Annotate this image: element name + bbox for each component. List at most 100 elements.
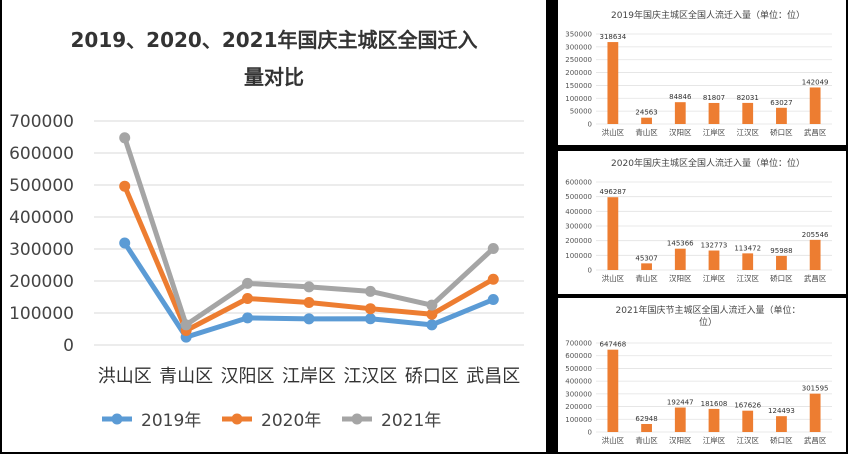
- x-tick-label: 江汉区: [736, 436, 759, 445]
- x-tick-label: 洪山区: [98, 366, 152, 387]
- bar: [607, 197, 619, 270]
- y-tick-label: 600000: [565, 179, 592, 187]
- y-tick-label: 500000: [565, 365, 592, 373]
- x-tick-label: 青山区: [635, 273, 658, 283]
- bar: [742, 410, 754, 432]
- bar: [641, 263, 652, 270]
- data-label: 145366: [667, 240, 694, 248]
- bar-chart-2021-panel: 2021年国庆节主城区全国人流迁入量（单位： 位） 0 100000 200000 300…: [558, 298, 846, 452]
- x-tick-label: 江汉区: [736, 128, 759, 137]
- x-tick-label: 武昌区: [804, 273, 827, 283]
- data-label: 142049: [802, 78, 829, 86]
- bar: [742, 253, 754, 270]
- data-point: [487, 273, 499, 285]
- y-tick-label: 300000: [565, 43, 592, 51]
- y-tick-label: 300000: [565, 223, 592, 231]
- y-tick-label: 200000: [565, 403, 592, 411]
- y-tick-label: 100000: [565, 95, 592, 103]
- legend-label: 2020年: [261, 411, 321, 431]
- bar-chart-title-line1: 2021年国庆节主城区全国人流迁入量（单位：: [616, 304, 801, 316]
- x-tick-label: 青山区: [635, 127, 658, 137]
- data-label: 113472: [734, 244, 761, 252]
- x-tick-label: 洪山区: [602, 127, 625, 137]
- y-tick-label: 150000: [565, 82, 592, 90]
- y-tick-label: 200000: [565, 237, 592, 245]
- data-label: 181608: [701, 400, 728, 408]
- x-tick-label: 汉阳区: [669, 128, 692, 137]
- y-tick-label: 600000: [565, 352, 592, 360]
- data-point: [119, 237, 131, 249]
- y-tick-label: 400000: [565, 208, 592, 216]
- bar: [708, 102, 720, 124]
- bar: [809, 239, 821, 270]
- data-point: [303, 313, 315, 325]
- data-label: 45307: [635, 254, 657, 262]
- legend-marker: [111, 413, 123, 425]
- bar-chart-2019: 2019年国庆主城区全国人流迁入量（单位：位） 0 50000 100000 15000…: [565, 9, 832, 137]
- data-point: [364, 313, 376, 325]
- x-tick-label: 汉阳区: [669, 436, 692, 445]
- x-tick-label: 洪山区: [602, 273, 625, 283]
- x-tick-label: 硚口区: [405, 366, 459, 387]
- x-tick-label: 青山区: [635, 435, 658, 445]
- data-label: 84846: [669, 93, 692, 101]
- y-tick-label: 500000: [9, 176, 74, 196]
- bar-chart-2019-panel: 2019年国庆主城区全国人流迁入量（单位：位） 0 50000 100000 15000…: [558, 0, 846, 145]
- bar: [776, 255, 787, 270]
- data-point: [242, 277, 254, 289]
- data-point: [426, 299, 438, 311]
- series-line: [122, 137, 495, 328]
- x-tick-label: 江岸区: [703, 436, 726, 445]
- y-tick-label: 400000: [9, 208, 74, 228]
- bar: [708, 250, 720, 270]
- x-tick-label: 江岸区: [703, 274, 726, 283]
- y-tick-label: 0: [588, 429, 592, 437]
- data-label: 167626: [734, 402, 761, 410]
- data-label: 301595: [802, 385, 829, 393]
- data-point: [426, 319, 438, 331]
- data-point: [242, 312, 254, 324]
- bar-chart-title: 2020年国庆主城区全国人流迁入量（单位：位）: [611, 157, 805, 169]
- legend-marker: [351, 413, 363, 425]
- y-tick-label: 600000: [9, 144, 74, 164]
- y-tick-label: 100000: [565, 252, 592, 260]
- data-label: 95988: [770, 247, 792, 255]
- chart-title-line1: 2019、2020、2021年国庆主城区全国迁入: [71, 28, 478, 52]
- bar-chart-2020: 2020年国庆主城区全国人流迁入量（单位：位） 0 100000 200000 3000…: [565, 157, 832, 283]
- bar: [674, 102, 686, 124]
- bar-chart-title-line2: 位）: [699, 316, 717, 328]
- legend-label: 2019年: [141, 411, 201, 431]
- bar: [776, 416, 787, 432]
- x-tick-label: 硚口区: [770, 128, 793, 137]
- data-point: [487, 294, 499, 306]
- bar: [708, 408, 720, 432]
- y-tick-label: 300000: [9, 240, 74, 260]
- y-tick-label: 500000: [565, 193, 592, 201]
- legend-label: 2021年: [381, 411, 441, 431]
- y-tick-label: 400000: [565, 378, 592, 386]
- y-tick-label: 700000: [9, 112, 74, 132]
- bar: [809, 393, 821, 432]
- data-point: [364, 285, 376, 297]
- x-tick-label: 硚口区: [770, 436, 793, 445]
- x-tick-label: 硚口区: [770, 274, 793, 283]
- data-label: 496287: [599, 188, 626, 196]
- x-tick-label: 江岸区: [282, 366, 336, 387]
- bar-chart-2020-panel: 2020年国庆主城区全国人流迁入量（单位：位） 0 100000 200000 3000…: [558, 151, 846, 294]
- y-tick-label: 250000: [565, 56, 592, 64]
- y-tick-label: 350000: [565, 31, 592, 39]
- chart-title-line2: 量对比: [244, 65, 304, 89]
- bar: [674, 248, 686, 270]
- x-tick-label: 汉阳区: [669, 274, 692, 283]
- data-label: 63027: [770, 99, 792, 107]
- x-tick-label: 江岸区: [703, 128, 726, 137]
- y-tick-label: 100000: [565, 416, 592, 424]
- x-tick-label: 武昌区: [804, 127, 827, 137]
- bar: [641, 423, 652, 432]
- data-label: 81807: [703, 94, 725, 102]
- bar: [674, 407, 686, 432]
- bar: [809, 87, 821, 124]
- y-tick-label: 0: [588, 121, 592, 129]
- data-label: 24563: [635, 109, 657, 117]
